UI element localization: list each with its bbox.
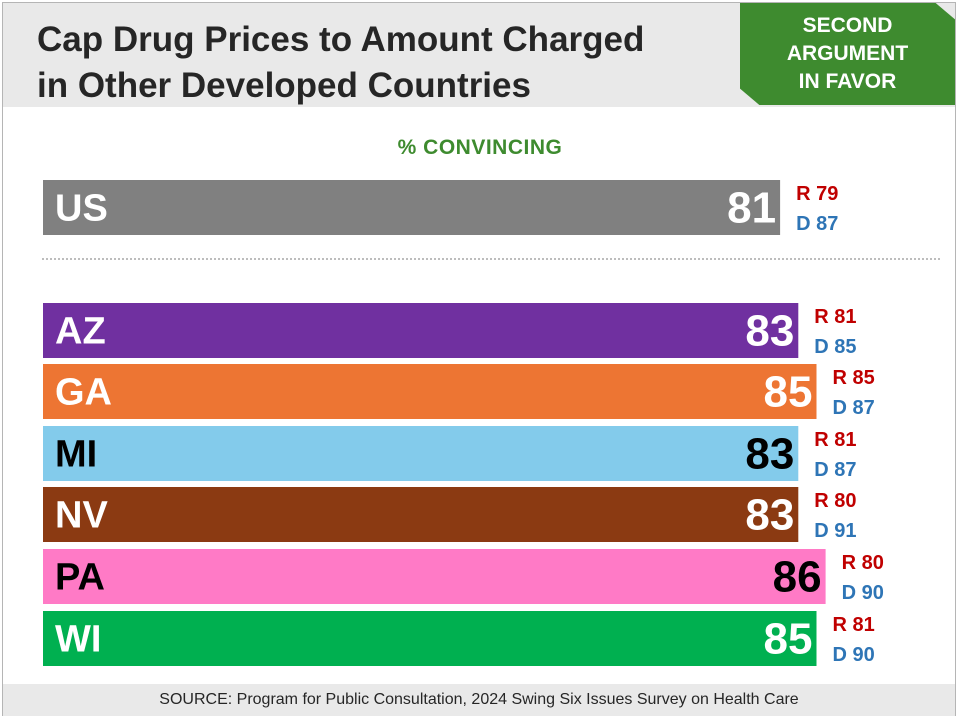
- democrat-label-us: D 87: [796, 213, 838, 235]
- category-label-az: AZ: [55, 311, 106, 353]
- republican-label-az: R 81: [814, 306, 856, 328]
- page-title: Cap Drug Prices to Amount Charged in Oth…: [37, 20, 645, 105]
- bar-pa: [43, 549, 826, 604]
- bar-us: [43, 180, 781, 235]
- democrat-label-pa: D 90: [842, 582, 884, 604]
- republican-label-pa: R 80: [842, 552, 884, 574]
- democrat-label-ga: D 87: [833, 397, 875, 419]
- category-label-mi: MI: [55, 434, 97, 476]
- value-label-ga: 85: [764, 368, 813, 417]
- bar-ga: [43, 364, 817, 419]
- category-label-wi: WI: [55, 619, 101, 661]
- republican-label-mi: R 81: [814, 429, 856, 451]
- republican-label-ga: R 85: [833, 367, 875, 389]
- bar-mi: [43, 426, 799, 481]
- democrat-label-wi: D 90: [833, 644, 875, 666]
- source-note: SOURCE: Program for Public Consultation,…: [159, 691, 799, 708]
- bar-az: [43, 303, 799, 358]
- bar-nv: [43, 487, 799, 542]
- category-label-nv: NV: [55, 495, 108, 537]
- republican-label-us: R 79: [796, 183, 838, 205]
- category-label-pa: PA: [55, 557, 105, 599]
- us-divider: [42, 258, 940, 260]
- value-label-us: 81: [727, 184, 776, 233]
- footer-band: SOURCE: Program for Public Consultation,…: [3, 684, 955, 716]
- category-label-us: US: [55, 188, 108, 230]
- value-label-pa: 86: [773, 553, 822, 602]
- value-label-az: 83: [745, 307, 794, 356]
- bar-wi: [43, 611, 817, 666]
- chart-subtitle: % CONVINCING: [397, 136, 563, 159]
- democrat-label-nv: D 91: [814, 520, 856, 542]
- value-label-nv: 83: [745, 491, 794, 540]
- republican-label-wi: R 81: [833, 614, 875, 636]
- value-label-mi: 83: [745, 430, 794, 479]
- democrat-label-az: D 85: [814, 336, 856, 358]
- republican-label-nv: R 80: [814, 490, 856, 512]
- argument-badge: SECOND ARGUMENT IN FAVOR: [740, 3, 955, 105]
- category-label-ga: GA: [55, 372, 112, 414]
- value-label-wi: 85: [764, 615, 813, 664]
- democrat-label-mi: D 87: [814, 459, 856, 481]
